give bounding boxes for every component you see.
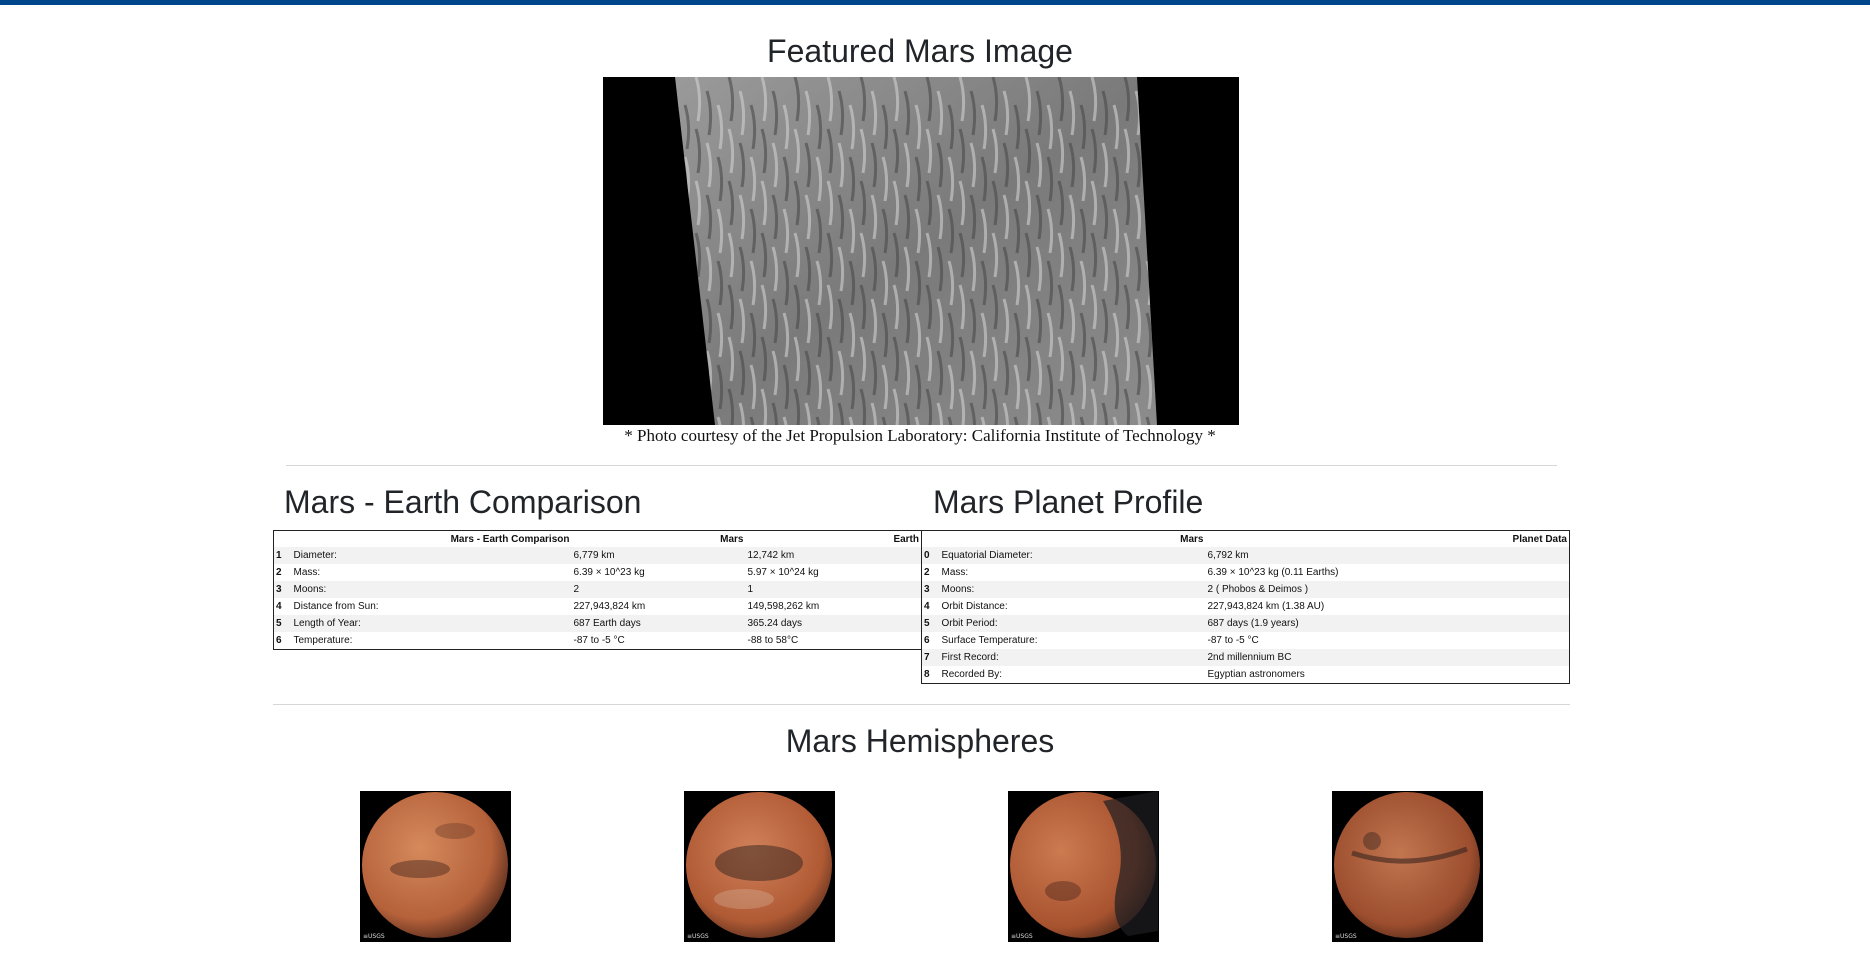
table-row: 3 Moons: 2 ( Phobos & Deimos )	[921, 581, 1570, 598]
table-cell: 2 ( Phobos & Deimos )	[1207, 584, 1309, 595]
mars-earth-comparison-table: Mars - Earth Comparison Mars Earth 1 Diam…	[273, 530, 922, 650]
column-header: Earth	[893, 533, 919, 545]
row-index: 7	[924, 652, 930, 663]
row-index: 1	[276, 550, 282, 561]
table-cell: Temperature:	[293, 635, 353, 646]
top-nav-bar	[0, 0, 1870, 5]
table-row: 0 Equatorial Diameter: 6,792 km	[921, 547, 1570, 564]
table-cell: 12,742 km	[747, 550, 795, 561]
hemisphere-image-2[interactable]: ≡USGS	[684, 791, 835, 942]
table-cell: 1	[747, 584, 754, 595]
table-cell: 6.39 × 10^23 kg (0.11 Earths)	[1207, 567, 1339, 578]
row-index: 5	[276, 618, 282, 629]
table-cell: 6,792 km	[1207, 550, 1249, 561]
row-index: 4	[924, 601, 930, 612]
table-row: 4 Distance from Sun: 227,943,824 km 149,598…	[274, 598, 922, 615]
row-index: 0	[924, 550, 930, 561]
table-cell: 687 days (1.9 years)	[1207, 618, 1299, 629]
table-cell: 6,779 km	[573, 550, 615, 561]
table-cell: Orbit Distance:	[941, 601, 1008, 612]
table-cell: 227,943,824 km (1.38 AU)	[1207, 601, 1325, 612]
table-cell: 687 Earth days	[573, 618, 641, 629]
table-cell: Mass:	[941, 567, 969, 578]
section-divider	[286, 465, 1557, 466]
featured-mars-image[interactable]	[603, 77, 1239, 425]
table-cell: First Record:	[941, 652, 999, 663]
table-header-row: Mars Planet Data	[922, 531, 1570, 548]
table-row: 8 Recorded By: Egyptian astronomers	[922, 666, 1570, 684]
table-cell: Egyptian astronomers	[1207, 669, 1305, 680]
mars-planet-profile-table: Mars Planet Data 0 Equatorial Diameter: 6,…	[921, 530, 1570, 684]
table-cell: Recorded By:	[941, 669, 1003, 680]
column-header: Mars	[720, 533, 744, 545]
table-cell: -87 to -5 °C	[573, 635, 625, 646]
column-header: Planet Data	[1512, 533, 1567, 545]
row-index: 6	[924, 635, 930, 646]
hemispheres-title: Mars Hemispheres	[785, 723, 1055, 759]
table-row: 5 Orbit Period: 687 days (1.9 years)	[921, 615, 1570, 632]
column-header	[274, 531, 292, 548]
table-row: 1 Diameter: 6,779 km 12,742 km	[273, 547, 922, 564]
table-row: 6 Surface Temperature: -87 to -5 °C	[922, 632, 1570, 649]
table-cell: 149,598,262 km	[747, 601, 820, 612]
table-cell: 6.39 × 10^23 kg	[573, 567, 645, 578]
usgs-logo: ≡USGS	[1011, 933, 1033, 940]
table-cell: Surface Temperature:	[941, 635, 1038, 646]
table-row: 7 First Record: 2nd millennium BC	[921, 649, 1570, 666]
column-header: Mars	[1180, 533, 1204, 545]
table-cell: 365.24 days	[747, 618, 803, 629]
table-cell: Moons:	[941, 584, 975, 595]
comparison-title: Mars - Earth Comparison	[284, 484, 642, 520]
table-cell: Moons:	[293, 584, 327, 595]
table-cell: 2nd millennium BC	[1207, 652, 1292, 663]
row-index: 3	[276, 584, 282, 595]
table-header-row: Mars - Earth Comparison Mars Earth	[274, 531, 922, 548]
featured-image-title: Featured Mars Image	[767, 33, 1073, 69]
row-index: 8	[924, 669, 930, 680]
usgs-logo: ≡USGS	[1335, 933, 1357, 940]
row-index: 4	[276, 601, 282, 612]
table-row: 5 Length of Year: 687 Earth days 365.24 day…	[273, 615, 922, 632]
column-header: Mars - Earth Comparison	[450, 533, 570, 545]
table-cell: -88 to 58°C	[747, 635, 799, 646]
column-header	[922, 531, 940, 548]
profile-title: Mars Planet Profile	[933, 484, 1204, 520]
usgs-logo: ≡USGS	[363, 933, 385, 940]
section-divider	[273, 704, 1570, 705]
row-index: 2	[276, 567, 282, 578]
table-cell: -87 to -5 °C	[1207, 635, 1259, 646]
row-index: 6	[276, 635, 282, 646]
table-cell: 227,943,824 km	[573, 601, 646, 612]
hemisphere-image-1[interactable]: ≡USGS	[360, 791, 511, 942]
table-row: 3 Moons: 2 1	[273, 581, 922, 598]
table-cell: 5.97 × 10^24 kg	[747, 567, 819, 578]
table-cell: Mass:	[293, 567, 321, 578]
table-cell: 2	[573, 584, 580, 595]
table-row: 2 Mass: 6.39 × 10^23 kg (0.11 Earths)	[922, 564, 1570, 581]
hemisphere-image-3[interactable]: ≡USGS	[1008, 791, 1159, 942]
table-cell: Diameter:	[293, 550, 337, 561]
table-cell: Equatorial Diameter:	[941, 550, 1033, 561]
table-cell: Length of Year:	[293, 618, 361, 629]
table-cell: Orbit Period:	[941, 618, 998, 629]
table-row: 4 Orbit Distance: 227,943,824 km (1.38 AU)	[922, 598, 1570, 615]
hemisphere-image-4[interactable]: ≡USGS	[1332, 791, 1483, 942]
table-row: 2 Mass: 6.39 × 10^23 kg 5.97 × 10^24 kg	[274, 564, 922, 581]
row-index: 2	[924, 567, 930, 578]
row-index: 3	[924, 584, 930, 595]
row-index: 5	[924, 618, 930, 629]
table-cell: Distance from Sun:	[293, 601, 379, 612]
usgs-logo: ≡USGS	[687, 933, 709, 940]
featured-image-caption: * Photo courtesy of the Jet Propulsion L…	[624, 426, 1216, 445]
table-row: 6 Temperature: -87 to -5 °C -88 to 58°C	[274, 632, 922, 650]
